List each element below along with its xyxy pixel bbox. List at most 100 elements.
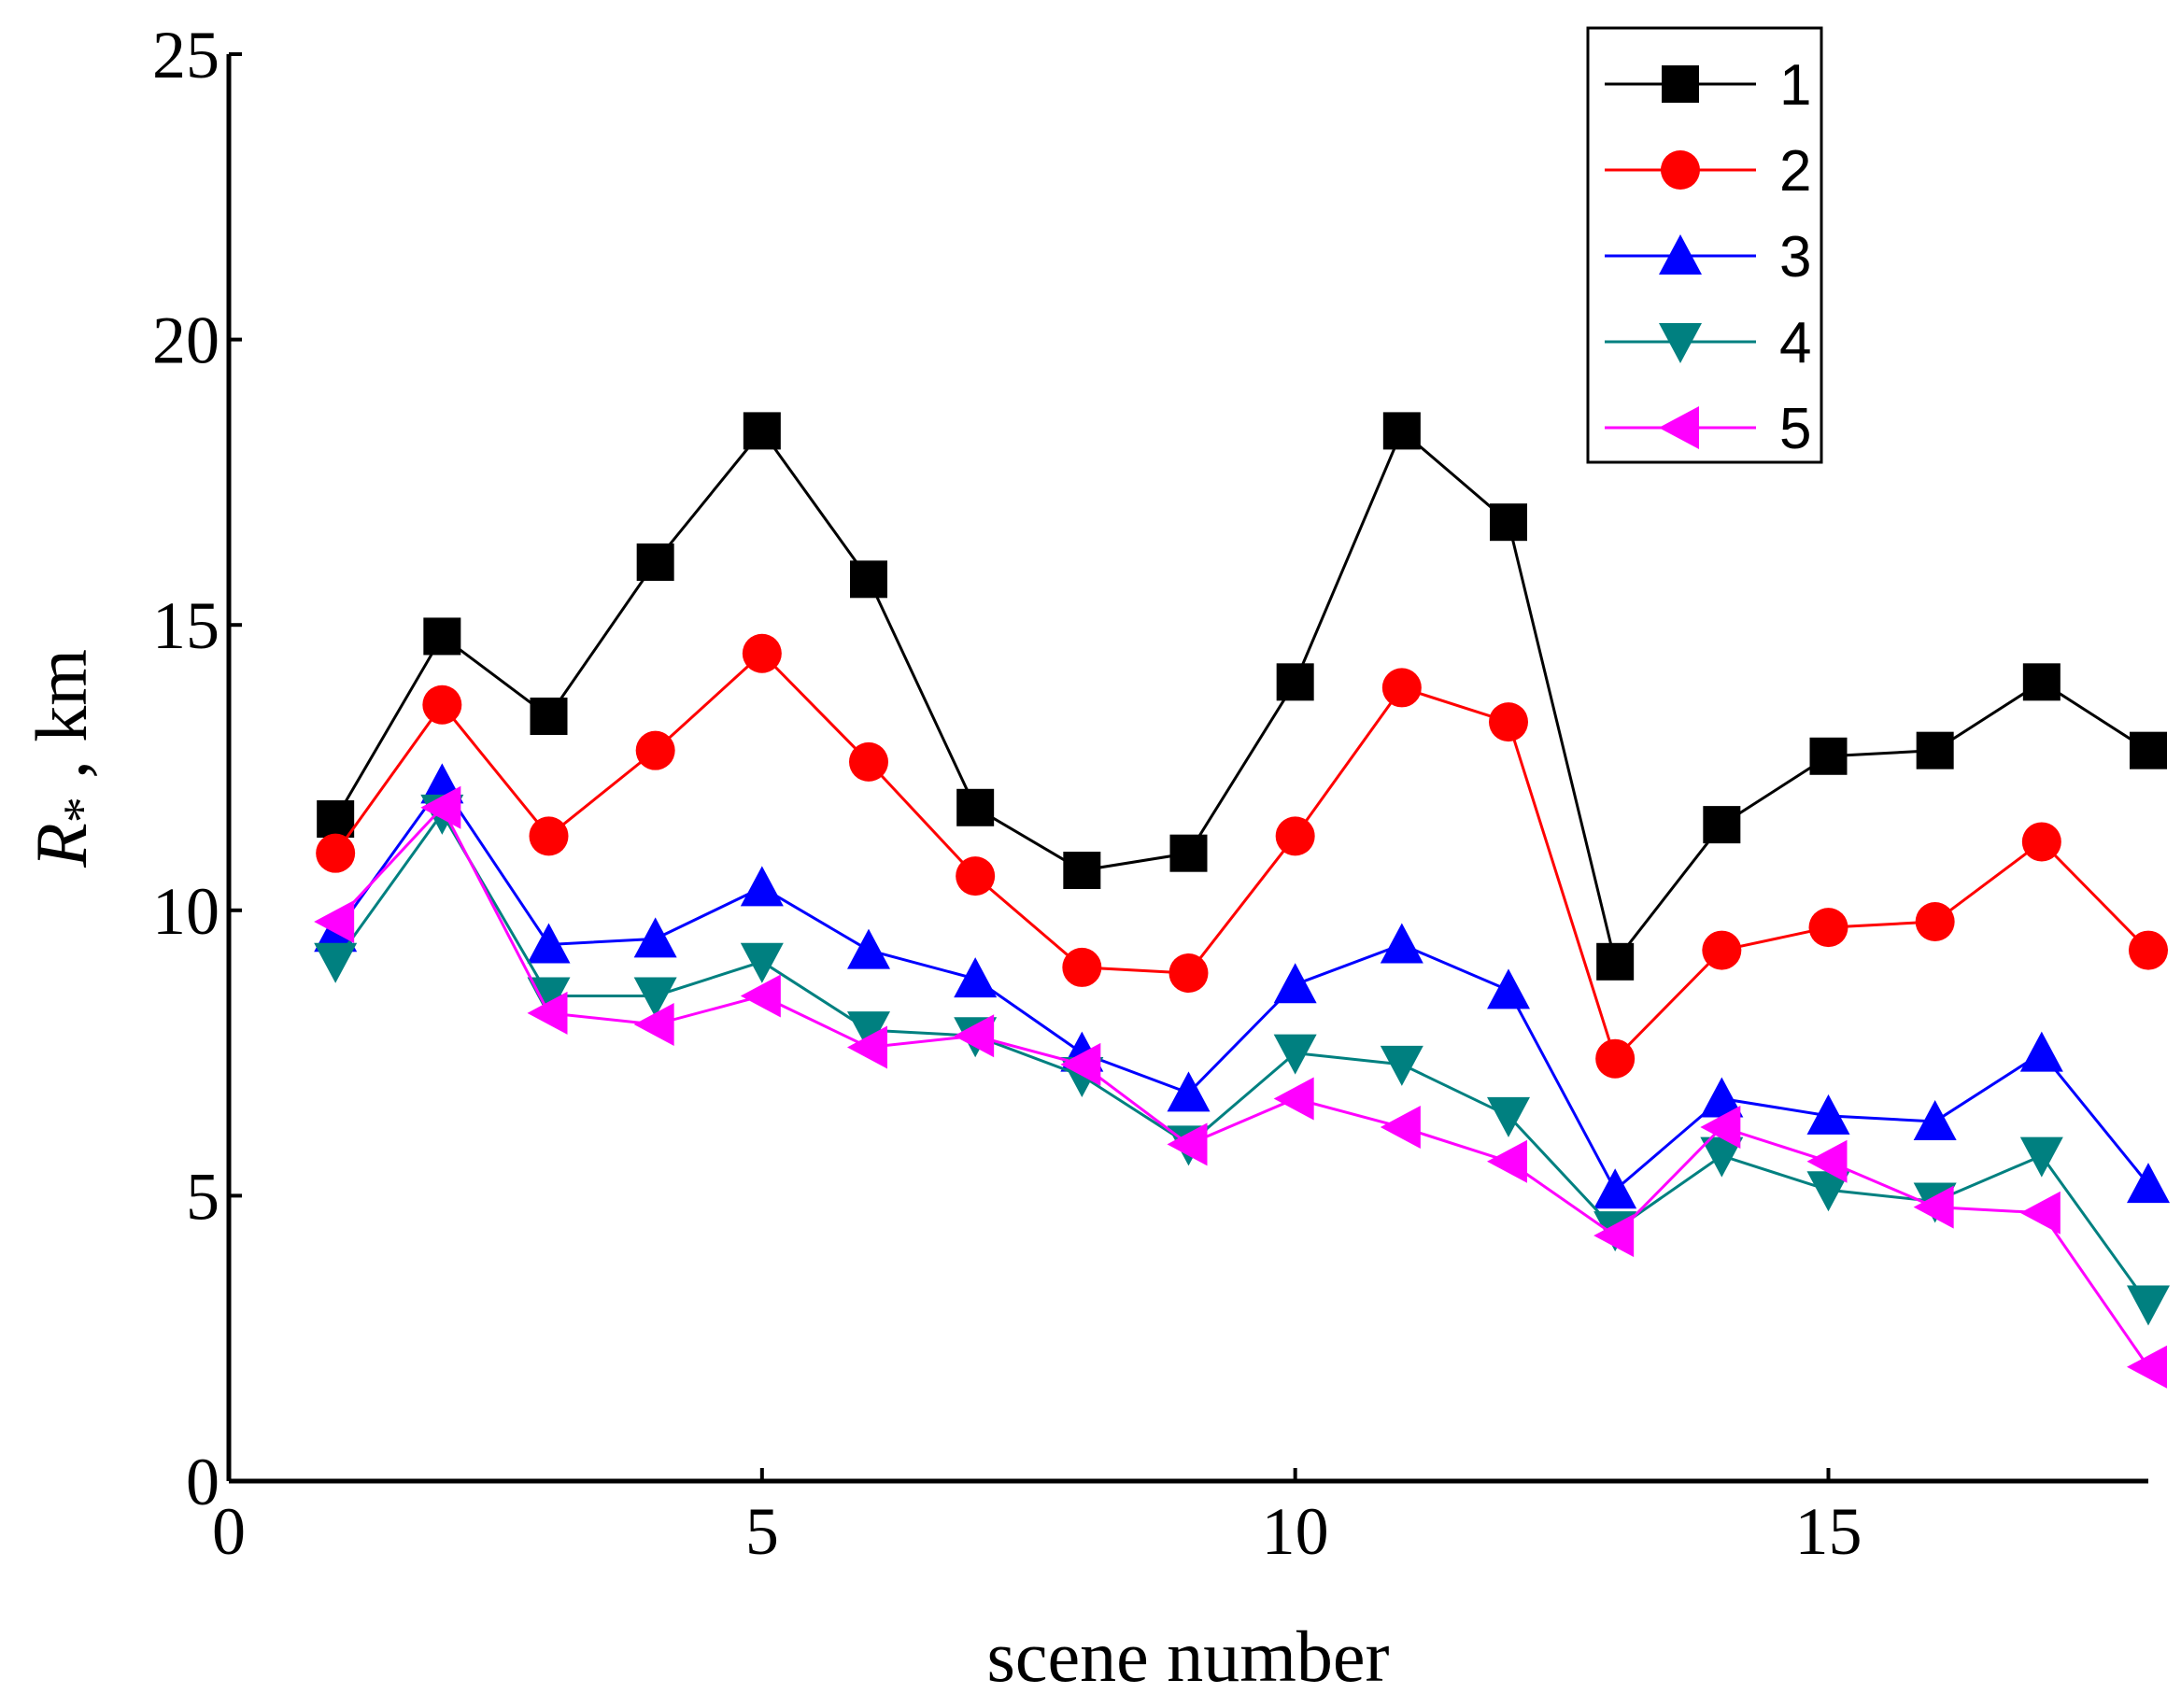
- legend-item-3: 3: [1605, 225, 1811, 289]
- data-point-4: [1487, 1096, 1530, 1137]
- data-point-3: [1380, 923, 1423, 964]
- data-point-3: [1167, 1071, 1211, 1112]
- legend-label-2: 2: [1779, 139, 1811, 204]
- legend-marker-2: [1661, 150, 1700, 190]
- data-point-4: [1273, 1034, 1317, 1075]
- data-point-3: [847, 928, 890, 969]
- data-point-3: [2019, 1031, 2063, 1072]
- data-point-1: [317, 800, 355, 839]
- data-point-5: [527, 991, 568, 1035]
- y-tick-label: 5: [186, 1159, 220, 1234]
- data-point-2: [1381, 668, 1422, 708]
- data-point-5: [1273, 1077, 1314, 1121]
- data-point-4: [2019, 1136, 2063, 1178]
- data-point-1: [1169, 834, 1208, 872]
- legend-label-4: 4: [1779, 311, 1811, 375]
- data-point-3: [1700, 1077, 1744, 1118]
- data-point-5: [314, 900, 355, 944]
- series-4: [314, 794, 2170, 1326]
- legend-item-1: 1: [1605, 53, 1811, 118]
- data-point-2: [2021, 822, 2061, 862]
- data-point-1: [1276, 663, 1314, 701]
- data-point-1: [1063, 852, 1101, 890]
- legend-label-3: 3: [1779, 225, 1811, 289]
- data-point-2: [2129, 930, 2168, 970]
- legend-item-2: 2: [1605, 139, 1811, 204]
- data-point-2: [1168, 953, 1209, 994]
- series-line-3: [333, 782, 2150, 1193]
- data-point-3: [1273, 963, 1317, 1004]
- legend-marker-4: [1659, 323, 1702, 363]
- data-point-4: [1380, 1045, 1423, 1086]
- series-3: [314, 763, 2170, 1209]
- data-point-1: [850, 560, 887, 599]
- data-point-3: [1593, 1168, 1637, 1209]
- data-point-4: [633, 977, 677, 1018]
- series-line-5: [334, 805, 2150, 1368]
- series-2: [316, 633, 2168, 1079]
- data-point-1: [2130, 731, 2167, 769]
- series-line-2: [333, 651, 2150, 1062]
- data-point-3: [2127, 1163, 2170, 1204]
- data-point-5: [1593, 1214, 1635, 1258]
- data-point-2: [1595, 1038, 1636, 1079]
- data-point-3: [1487, 968, 1530, 1009]
- data-point-3: [740, 866, 784, 907]
- data-point-2: [529, 816, 569, 856]
- y-axis-title-subscript: *: [53, 797, 111, 823]
- x-axis-title: scene number: [987, 1616, 1390, 1697]
- data-point-1: [1916, 731, 1954, 769]
- data-point-5: [1487, 1139, 1527, 1183]
- x-tick-label: 5: [745, 1494, 779, 1569]
- data-point-4: [314, 942, 358, 983]
- data-point-1: [1703, 806, 1741, 844]
- legend-item-4: 4: [1605, 311, 1811, 375]
- legend-marker-5: [1659, 406, 1699, 449]
- data-point-4: [2127, 1285, 2170, 1326]
- data-point-4: [740, 942, 784, 983]
- data-point-5: [1913, 1185, 1954, 1229]
- data-point-5: [1380, 1106, 1421, 1150]
- data-point-3: [527, 923, 571, 964]
- data-point-1: [423, 617, 461, 656]
- data-point-2: [1275, 816, 1315, 856]
- y-tick-label: 15: [152, 588, 220, 663]
- data-point-5: [740, 974, 781, 1018]
- data-point-2: [422, 685, 462, 725]
- y-tick-label: 25: [152, 18, 220, 92]
- data-point-2: [635, 730, 675, 770]
- data-point-1: [1490, 503, 1527, 542]
- data-point-1: [743, 412, 781, 450]
- data-point-2: [316, 833, 356, 873]
- y-tick-label: 0: [186, 1445, 220, 1519]
- data-point-5: [1167, 1122, 1208, 1166]
- data-point-5: [954, 1014, 995, 1058]
- data-point-5: [2019, 1191, 2061, 1235]
- data-point-5: [2127, 1345, 2167, 1389]
- legend: 1 2 3 4 5: [1586, 26, 1823, 464]
- data-point-2: [1915, 902, 1955, 942]
- data-point-4: [1700, 1136, 1744, 1178]
- data-point-1: [2022, 663, 2061, 701]
- data-point-3: [633, 917, 677, 958]
- data-point-5: [1060, 1042, 1101, 1086]
- legend-label-1: 1: [1779, 53, 1811, 118]
- y-axis-title-unit: , km: [21, 649, 102, 797]
- data-point-5: [1806, 1139, 1848, 1183]
- y-tick-label: 10: [152, 874, 220, 949]
- axes: [226, 54, 2148, 1484]
- data-point-1: [530, 697, 568, 735]
- data-point-1: [956, 788, 995, 826]
- y-axis-title: R* , km: [21, 649, 111, 868]
- series-5: [314, 785, 2167, 1389]
- data-point-2: [1489, 702, 1528, 742]
- y-tick-label: 20: [152, 303, 220, 378]
- legend-box: [1586, 26, 1823, 464]
- data-point-2: [1808, 908, 1848, 948]
- data-point-5: [1700, 1106, 1741, 1150]
- legend-marker-3: [1659, 234, 1702, 275]
- series-line-4: [333, 811, 2150, 1306]
